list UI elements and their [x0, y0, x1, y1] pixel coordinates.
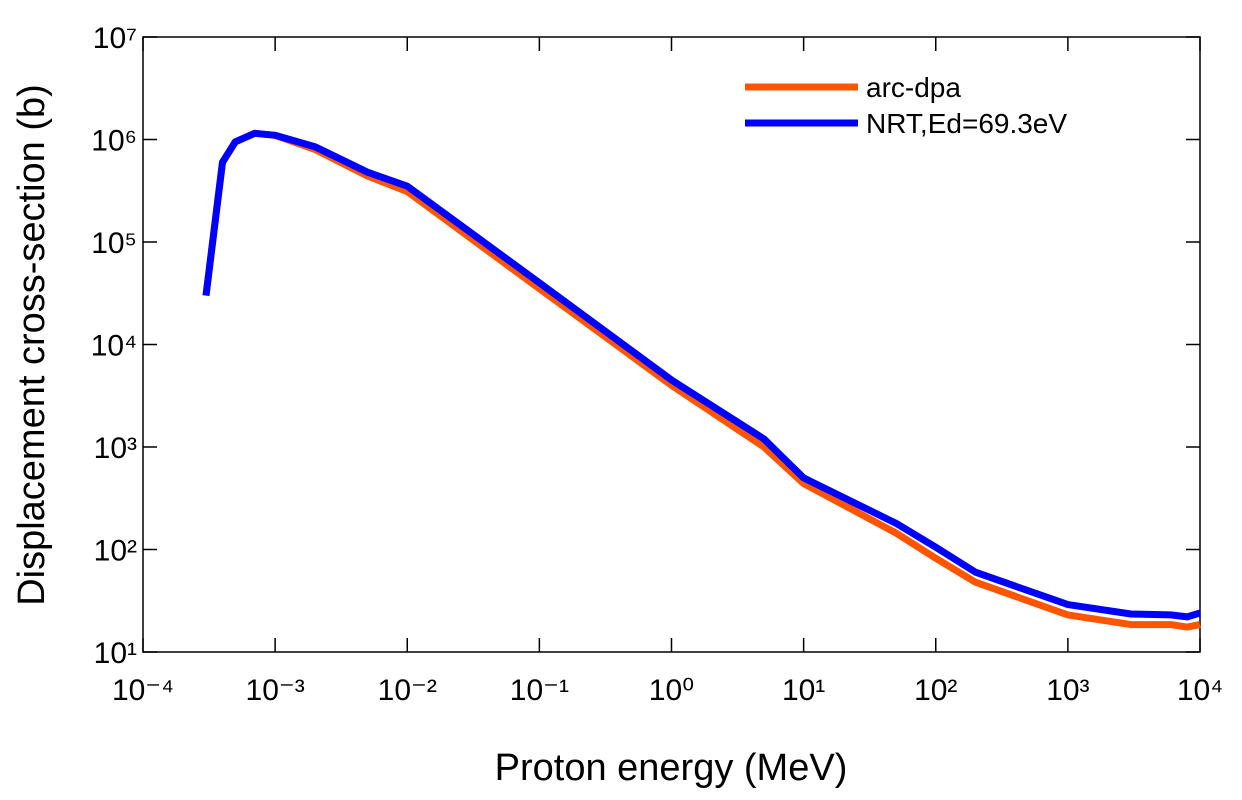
x-tick-label: 10⁻²	[378, 674, 437, 707]
x-tick-label: 10⁻³	[246, 674, 305, 707]
x-tick-label: 10⁰	[649, 674, 694, 707]
y-tick-label: 10⁵	[91, 227, 137, 260]
y-axis-label: Displacement cross-section (b)	[11, 84, 53, 606]
x-tick-label: 10⁻⁴	[112, 674, 174, 707]
x-tick-label: 10⁻¹	[510, 674, 569, 707]
data-line	[202, 129, 1201, 631]
y-tick-label: 10⁴	[91, 330, 137, 363]
x-axis-label: Proton energy (MeV)	[495, 747, 848, 789]
data-line	[202, 129, 1202, 621]
x-tick-label: 10¹	[782, 674, 825, 707]
x-tick-label: 10⁴	[1177, 674, 1223, 707]
y-tick-label: 10³	[94, 432, 137, 465]
y-tick-label: 10⁶	[91, 125, 137, 158]
legend-label: arc-dpa	[866, 72, 961, 103]
x-tick-label: 10²	[914, 674, 957, 707]
y-tick-label: 10⁷	[93, 22, 137, 55]
legend-label: NRT,Ed=69.3eV	[866, 108, 1067, 139]
x-tick-label: 10³	[1046, 674, 1089, 707]
y-tick-label: 10¹	[94, 637, 137, 670]
y-tick-label: 10²	[94, 535, 137, 568]
